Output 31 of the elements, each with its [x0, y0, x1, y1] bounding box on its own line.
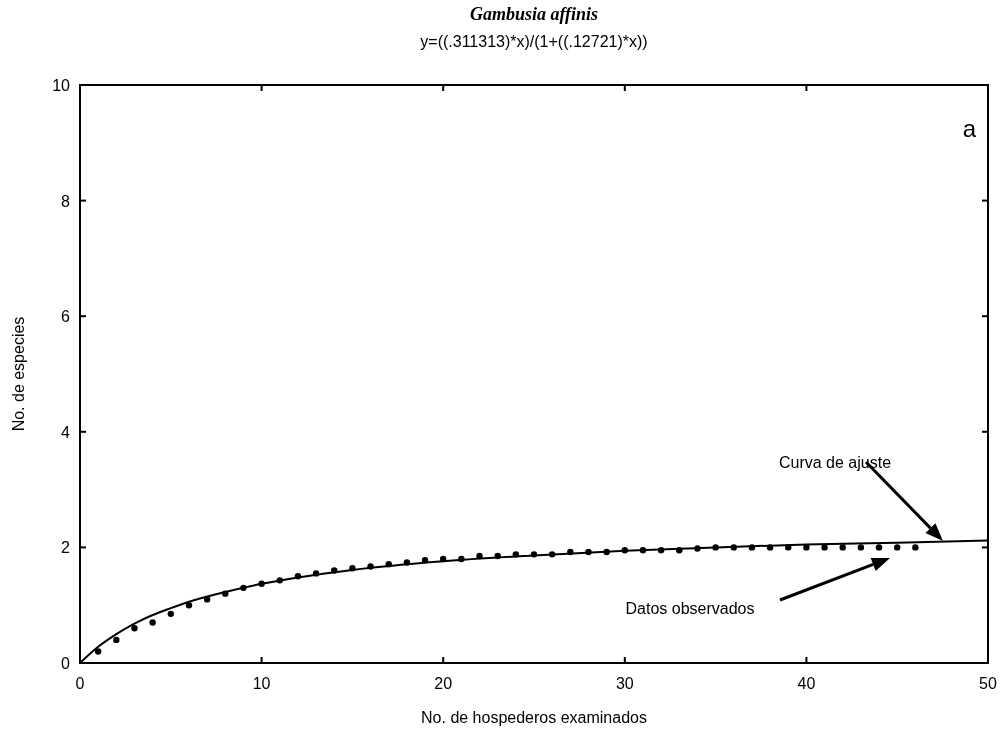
y-tick-label: 4	[61, 423, 71, 441]
point	[857, 544, 865, 551]
y-tick-label: 0	[61, 655, 71, 672]
point	[894, 544, 901, 551]
point	[149, 619, 156, 626]
x-tick-label: 20	[434, 675, 453, 692]
chart-subtitle: y=((.311313)*x)/(1+((.12721)*x))	[420, 33, 648, 50]
x-axis-title: No. de hospederos examinados	[421, 709, 647, 726]
y-tick-label: 2	[61, 539, 71, 557]
annotation: Datos observados	[625, 600, 755, 617]
point	[167, 610, 174, 618]
x-tick-label: 30	[615, 675, 634, 692]
chart-title: Gambusia affinis	[469, 4, 599, 24]
y-axis-title: No. de especies	[10, 316, 27, 432]
x-tick-label: 40	[797, 675, 816, 692]
y-tick-label: 8	[61, 192, 71, 210]
x-tick-label: 10	[252, 675, 271, 692]
y-tick-label: 10	[52, 77, 71, 94]
point	[912, 544, 919, 551]
point	[185, 602, 193, 609]
y-tick-label: 6	[61, 308, 71, 326]
point	[131, 625, 138, 632]
point	[875, 544, 883, 551]
point	[113, 636, 120, 644]
annotation: a	[962, 115, 977, 142]
point	[839, 544, 846, 551]
point	[821, 544, 828, 551]
point	[94, 648, 102, 655]
x-tick-label: 0	[75, 675, 85, 692]
x-tick-label: 50	[979, 675, 997, 692]
point	[476, 552, 483, 560]
